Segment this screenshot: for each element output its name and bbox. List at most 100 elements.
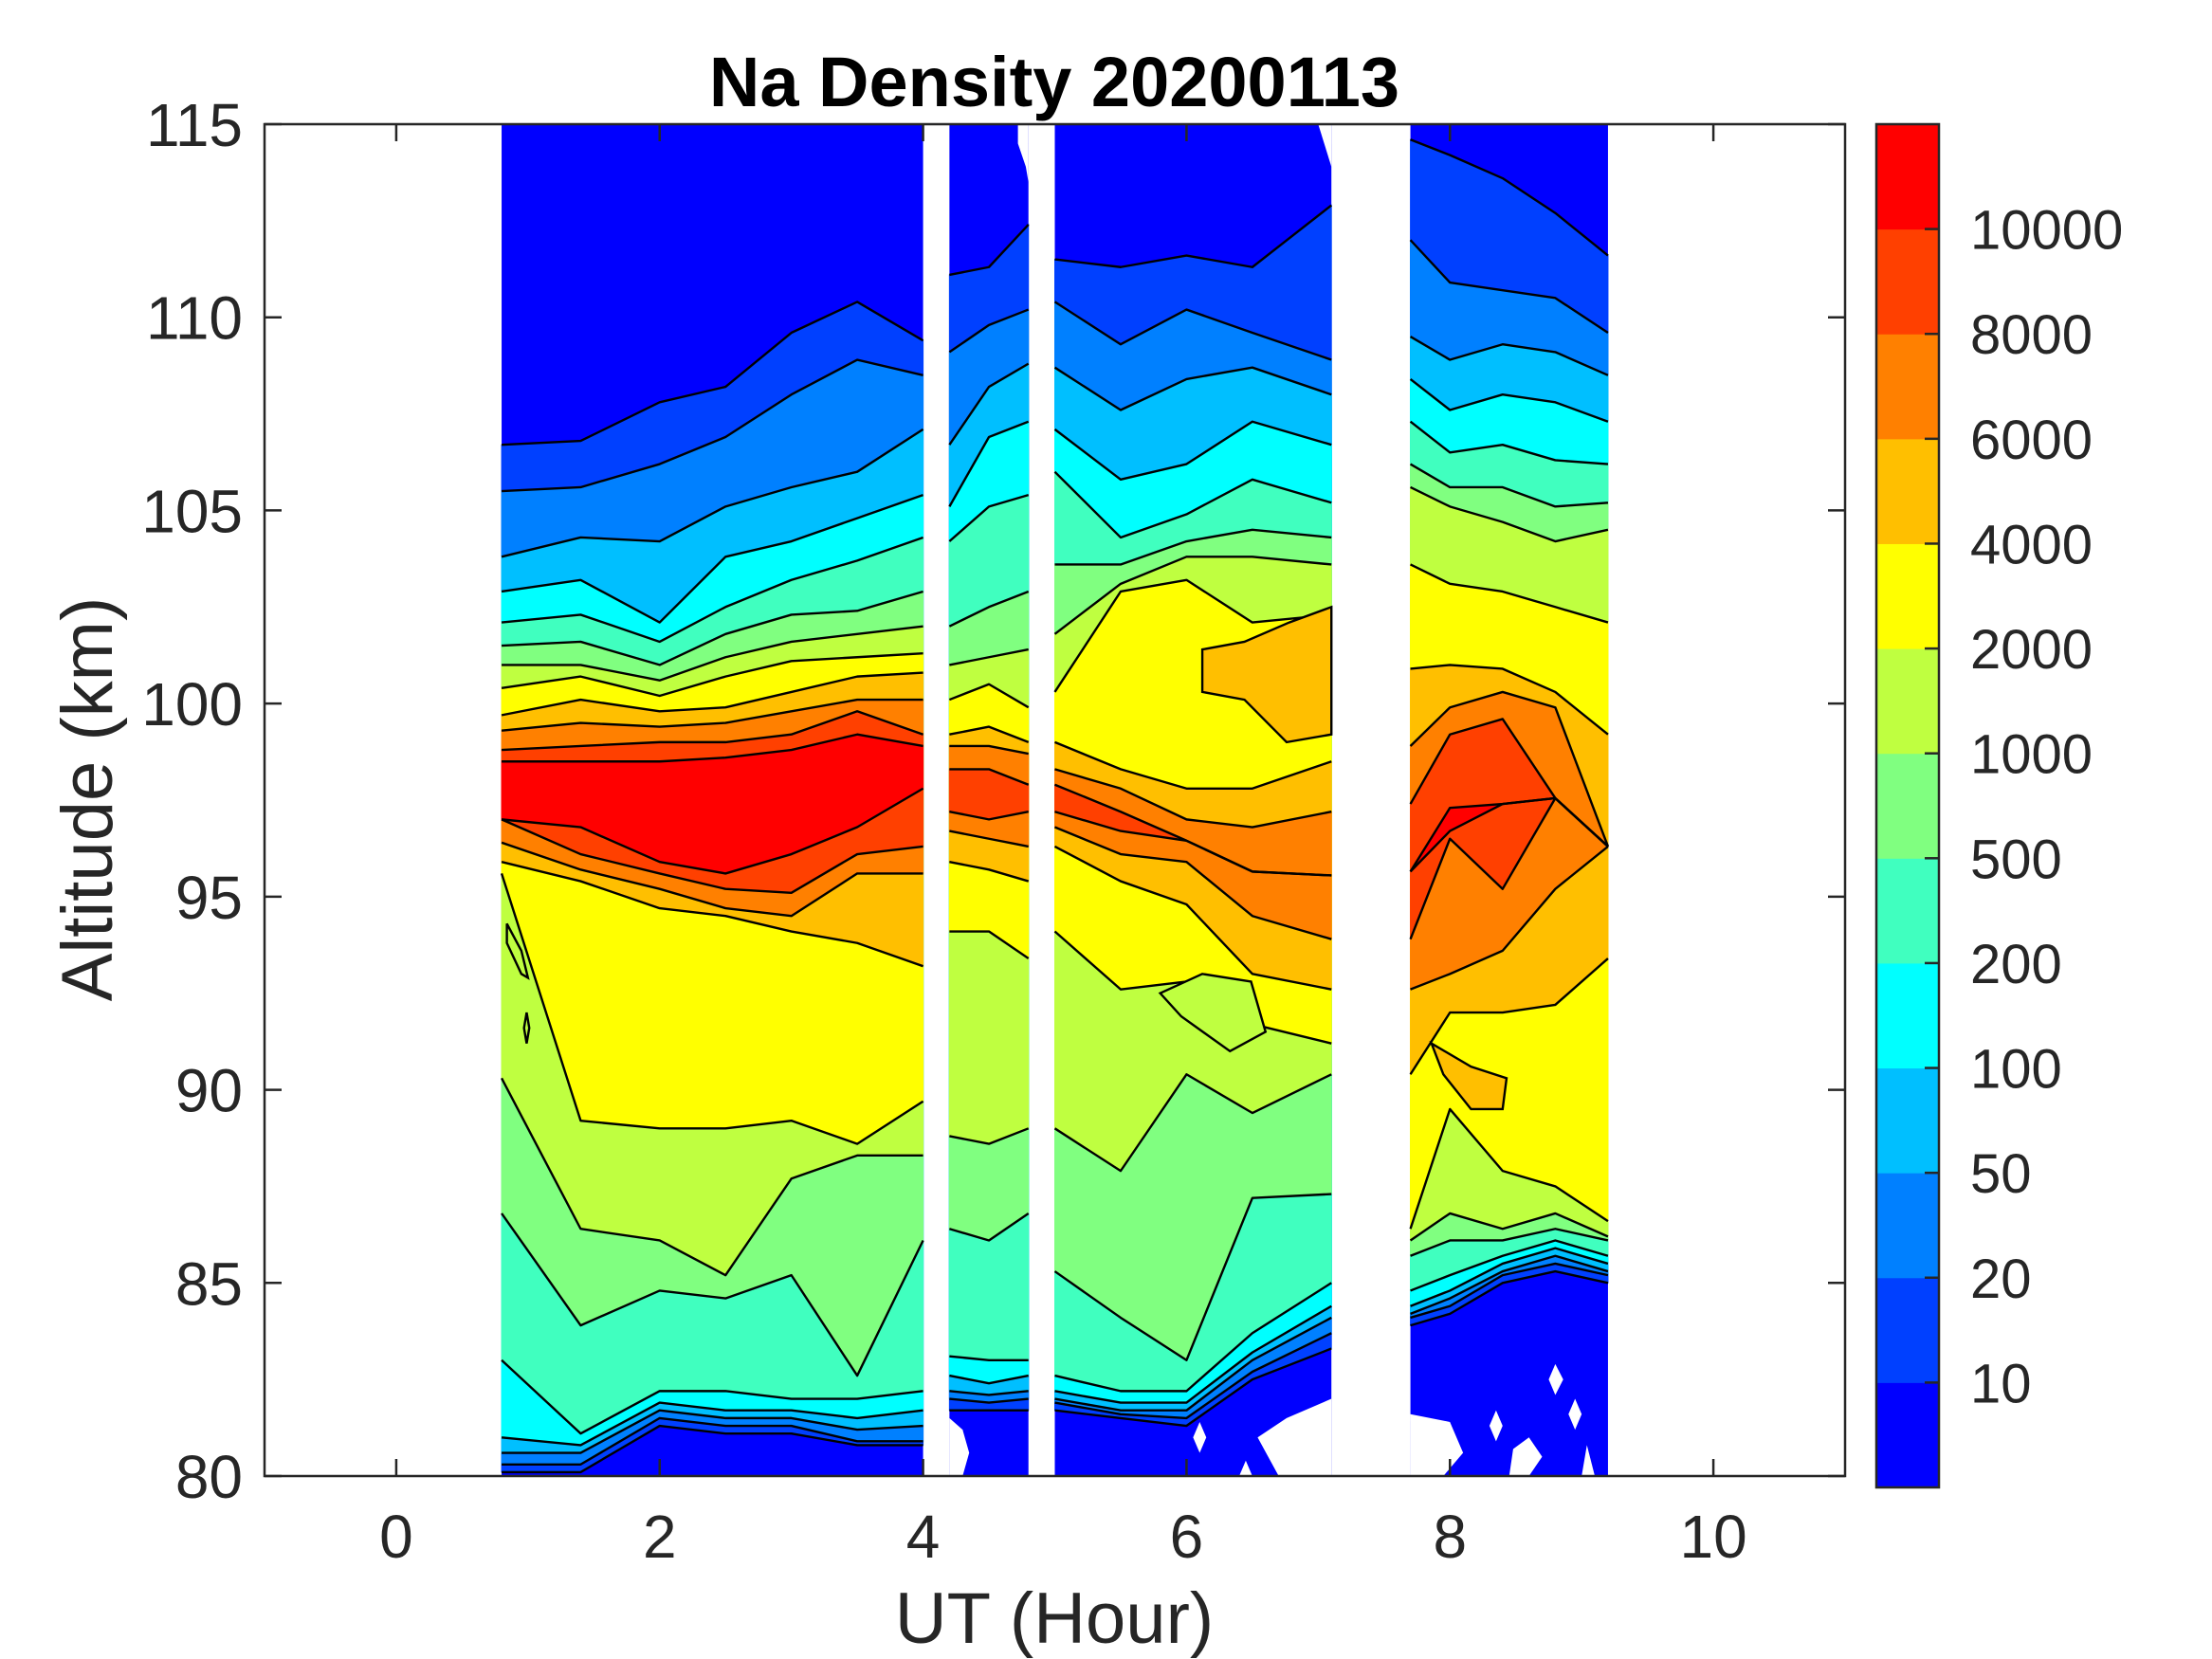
y-tick-label: 80 (175, 1443, 243, 1511)
contour-line-10-upper (949, 224, 1030, 277)
missing-data-region (1581, 1445, 1596, 1476)
contour-line-500-lower (1410, 1228, 1609, 1257)
x-tick-label: 8 (1433, 1503, 1467, 1571)
contour-line-500-upper (948, 590, 1030, 628)
contour-line-500-lower (949, 1212, 1030, 1242)
contour-patch (522, 1012, 531, 1044)
contour-line-20-lower (949, 1397, 1029, 1404)
contour-line-2000-upper (1410, 563, 1609, 624)
colorbar-tick-label: 50 (1970, 1143, 2032, 1205)
missing-data-region (1318, 124, 1332, 167)
contour-fills (501, 124, 1609, 1476)
colorbar-tick-label: 2000 (1970, 619, 2093, 681)
contour-line-50-lower (1054, 1316, 1332, 1412)
colorbar-tick-label: 20 (1970, 1249, 2032, 1310)
contour-line-6000-lower (1410, 845, 1609, 991)
contour-line-500-upper (1409, 463, 1609, 508)
contour-line-500-lower (501, 1212, 924, 1377)
contour-line-6000-upper (501, 698, 923, 732)
y-tick-label: 110 (146, 284, 243, 353)
colorbar-band-9 (1876, 438, 1939, 544)
colorbar-frame (1874, 122, 1941, 1489)
contour-line-50-upper (1053, 366, 1332, 411)
contour-line-1000-lower (500, 1077, 923, 1277)
contour-line-20-upper (948, 308, 1030, 354)
x-tick-label: 10 (1679, 1503, 1746, 1571)
contour-line-100-upper (1053, 420, 1332, 482)
contour-line-4000-lower (1409, 957, 1609, 1075)
colorbar-tick-label: 10000 (1970, 200, 2123, 262)
contour-line-4000-lower (949, 861, 1030, 883)
colorbar-tick-label: 4000 (1970, 514, 2093, 575)
contour-line-1000-upper (949, 647, 1029, 666)
contour-patch (505, 922, 530, 980)
colorbar-band-3 (1876, 1067, 1939, 1174)
x-tick-label: 6 (1170, 1503, 1204, 1571)
contour-line-50-lower (1410, 1254, 1609, 1315)
contour-line-8000-upper (949, 768, 1030, 786)
missing-data-region (1238, 1460, 1252, 1476)
contour-line-50-upper (948, 362, 1030, 446)
contour-line-500-lower (1053, 1193, 1332, 1361)
y-tick-label: 95 (175, 864, 243, 932)
contour-lines (500, 138, 1610, 1474)
contour-line-10000-lower (1409, 796, 1609, 873)
contour-line-200-upper (1409, 420, 1609, 465)
colorbar-band-5 (1876, 858, 1939, 964)
contour-line-10-upper (501, 301, 924, 447)
y-tick-label: 90 (175, 1057, 243, 1125)
contour-line-10-lower (1054, 1347, 1332, 1428)
missing-data-region (1017, 124, 1029, 183)
contour-line-2000-lower (949, 930, 1030, 960)
contour-line-100-upper (501, 493, 923, 624)
x-tick-label: 4 (906, 1503, 941, 1571)
contour-line-6000-upper (1054, 768, 1332, 829)
contour-line-20-upper (501, 358, 923, 493)
contour-line-100-lower (1054, 1304, 1332, 1404)
contour-line-6000-upper (1409, 690, 1610, 848)
colorbar-band-1 (1876, 1277, 1939, 1383)
x-tick-label: 0 (379, 1503, 413, 1571)
contour-line-6000-lower (1054, 826, 1332, 940)
contour-line-1000-lower (949, 1127, 1030, 1145)
contour-line-6000-upper (949, 744, 1029, 756)
colorbar-tick-label: 1000 (1970, 724, 2093, 786)
contour-line-50-upper (501, 428, 924, 558)
contour-patch (1200, 605, 1333, 744)
contour-line-200-upper (1053, 470, 1332, 539)
missing-data-region (949, 1417, 970, 1476)
contour-line-20-lower (1410, 1262, 1609, 1320)
contour-line-500-upper (501, 590, 923, 666)
plot-frame (263, 122, 1847, 1478)
contour-line-10-upper (1410, 138, 1609, 257)
contour-line-1000-upper (1053, 556, 1332, 635)
missing-data-region (1508, 1437, 1543, 1476)
contour-line-10-lower (1410, 1269, 1609, 1327)
missing-data-region (1193, 1421, 1207, 1453)
contour-line-20-lower (1054, 1332, 1332, 1420)
contour-line-8000-lower (1054, 811, 1332, 877)
chart-title: Na Density 20200113 (709, 43, 1399, 121)
contour-line-200-lower (1054, 1282, 1332, 1393)
contour-patch (1158, 973, 1268, 1053)
contour-line-500-upper (1054, 528, 1332, 566)
y-tick-label: 85 (175, 1249, 243, 1318)
contour-line-2000-lower (1409, 1107, 1609, 1230)
colorbar-band-11 (1876, 228, 1939, 335)
contour-line-200-lower (501, 1358, 923, 1435)
contour-patch (1429, 1040, 1508, 1111)
contour-line-1000-upper (1410, 485, 1609, 543)
contour-line-4000-upper (1410, 664, 1609, 736)
colorbar-tick-label: 200 (1970, 934, 2062, 995)
contour-line-200-upper (948, 493, 1030, 542)
contour-line-100-lower (949, 1374, 1029, 1385)
x-tick-label: 2 (643, 1503, 677, 1571)
contour-line-8000-upper (501, 710, 923, 752)
contour-line-6000-lower (949, 830, 1029, 848)
contour-line-10-upper (1054, 204, 1332, 268)
contour-line-10-lower (502, 1424, 923, 1474)
contour-line-4000-lower (1053, 845, 1332, 991)
contour-line-100-lower (1410, 1247, 1609, 1307)
colorbar-band-8 (1876, 543, 1939, 649)
contour-line-1000-lower (1409, 1212, 1609, 1242)
